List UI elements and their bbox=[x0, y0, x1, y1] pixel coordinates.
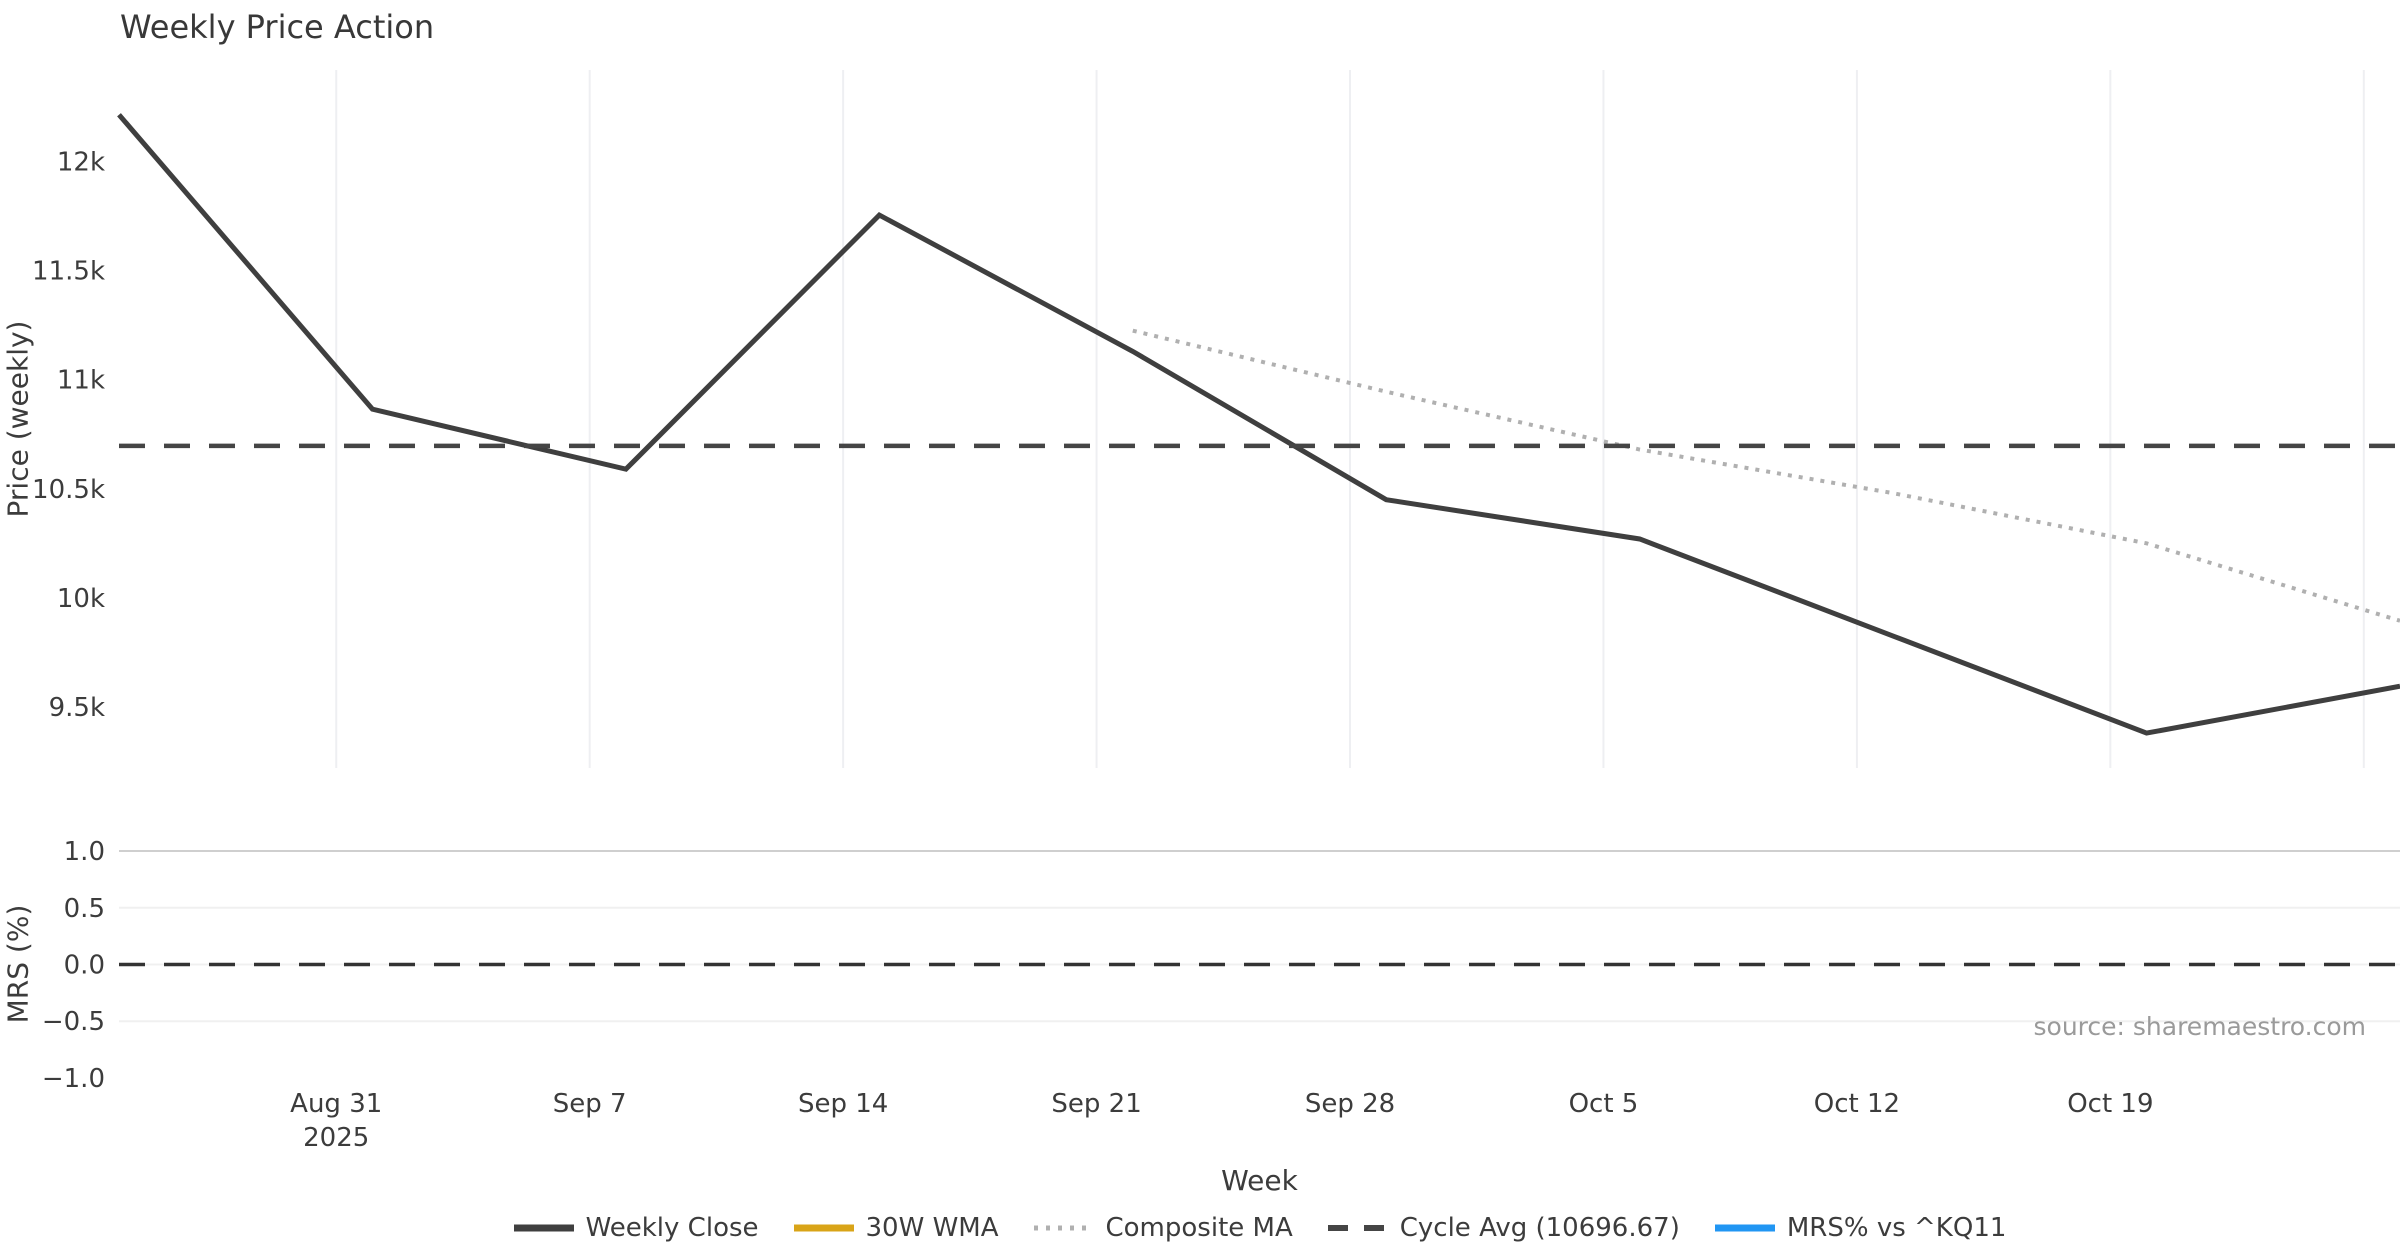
x-tick-label: Oct 19 bbox=[2067, 1089, 2153, 1119]
chart-title: Weekly Price Action bbox=[120, 8, 435, 46]
mrs-axis-title: MRS (%) bbox=[1, 904, 35, 1024]
x-tick-label: Sep 28 bbox=[1305, 1089, 1395, 1119]
x-tick-label-year: 2025 bbox=[303, 1123, 369, 1153]
source-note: source: sharemaestro.com bbox=[2033, 1012, 2367, 1041]
series-composite-ma-line bbox=[1132, 328, 2400, 623]
legend-label: Cycle Avg (10696.67) bbox=[1399, 1213, 1680, 1243]
legend-label: 30W WMA bbox=[865, 1213, 999, 1243]
y-tick-label: −0.5 bbox=[42, 1007, 105, 1037]
legend-label: Composite MA bbox=[1105, 1213, 1293, 1243]
x-tick-label: Sep 21 bbox=[1051, 1089, 1141, 1119]
series-weekly-close-line bbox=[117, 113, 2400, 736]
y-tick-label: 12k bbox=[57, 148, 105, 178]
x-tick-label: Oct 12 bbox=[1814, 1089, 1900, 1119]
legend-item-wma-30w[interactable]: 30W WMA bbox=[793, 1213, 999, 1243]
x-tick-label: Sep 7 bbox=[553, 1089, 627, 1119]
legend: Weekly Close 30W WMA Composite MA Cycle Avg… bbox=[119, 1206, 2400, 1250]
y-tick-label: 0.0 bbox=[64, 951, 105, 981]
y-tick-label: 10.5k bbox=[32, 475, 105, 505]
price-axis-title: Price (weekly) bbox=[1, 320, 35, 518]
x-axis-title: Week bbox=[1221, 1164, 1298, 1197]
legend-item-weekly-close[interactable]: Weekly Close bbox=[513, 1213, 759, 1243]
x-tick-label: Oct 5 bbox=[1569, 1089, 1639, 1119]
legend-swatch-composite-ma bbox=[1033, 1225, 1094, 1231]
y-tick-label: 1.0 bbox=[64, 837, 105, 867]
y-tick-label: 0.5 bbox=[64, 894, 105, 924]
x-tick-label: Aug 31 bbox=[290, 1089, 382, 1119]
legend-item-cycle-avg[interactable]: Cycle Avg (10696.67) bbox=[1327, 1213, 1680, 1243]
legend-swatch-weekly-close bbox=[513, 1224, 574, 1232]
legend-swatch-mrs bbox=[1714, 1224, 1775, 1232]
y-tick-label: −1.0 bbox=[42, 1064, 105, 1094]
legend-item-mrs[interactable]: MRS% vs ^KQ11 bbox=[1714, 1213, 2007, 1243]
legend-label: Weekly Close bbox=[585, 1213, 759, 1243]
y-tick-label: 9.5k bbox=[49, 693, 105, 723]
legend-label: MRS% vs ^KQ11 bbox=[1786, 1213, 2007, 1243]
y-tick-label: 10k bbox=[57, 584, 105, 614]
legend-item-composite-ma[interactable]: Composite MA bbox=[1033, 1213, 1293, 1243]
legend-swatch-wma-30w bbox=[793, 1224, 854, 1232]
y-tick-label: 11k bbox=[57, 366, 105, 396]
legend-swatch-cycle-avg bbox=[1327, 1225, 1388, 1231]
x-tick-label: Sep 14 bbox=[798, 1089, 888, 1119]
y-tick-label: 11.5k bbox=[32, 257, 105, 287]
